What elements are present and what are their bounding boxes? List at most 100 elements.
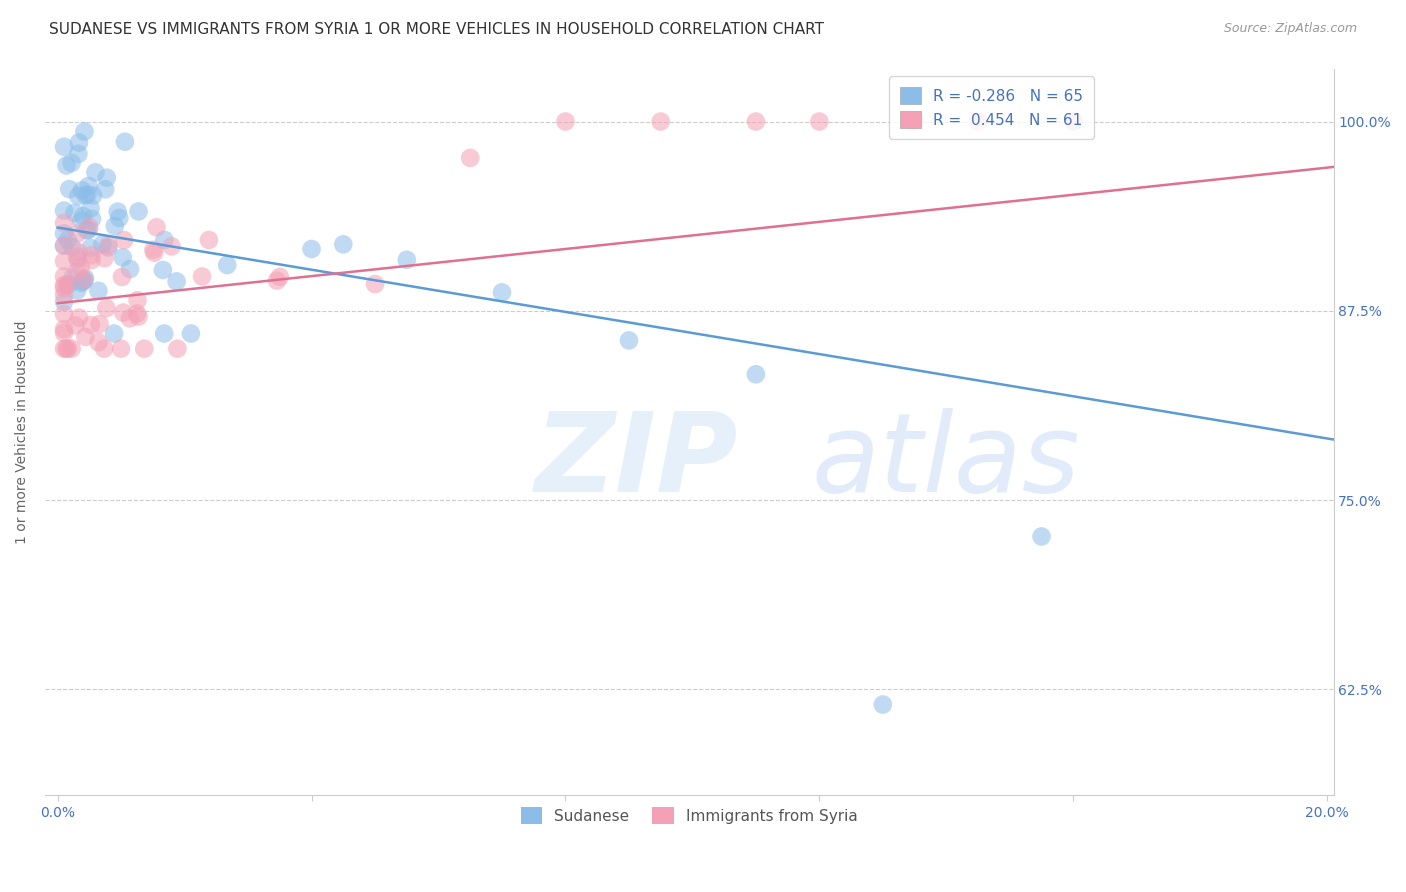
Point — [55, 159, 77, 173]
Point — [745, 114, 768, 128]
Point — [114, 135, 136, 149]
Point — [364, 277, 387, 291]
Point — [395, 252, 418, 267]
Point — [79, 202, 101, 216]
Point — [1031, 529, 1053, 543]
Point — [77, 179, 100, 194]
Point — [128, 310, 150, 324]
Legend: Sudanese, Immigrants from Syria: Sudanese, Immigrants from Syria — [510, 796, 869, 835]
Point — [103, 326, 125, 341]
Text: atlas: atlas — [811, 408, 1080, 515]
Point — [53, 294, 76, 309]
Point — [872, 698, 894, 712]
Point — [60, 156, 83, 170]
Point — [67, 136, 90, 150]
Point — [56, 233, 79, 247]
Point — [53, 326, 76, 340]
Point — [73, 271, 96, 285]
Point — [1062, 114, 1084, 128]
Point — [72, 209, 94, 223]
Point — [79, 241, 101, 255]
Point — [108, 211, 131, 225]
Point — [967, 114, 990, 128]
Point — [80, 211, 103, 226]
Point — [111, 251, 134, 265]
Point — [97, 241, 120, 255]
Point — [332, 237, 354, 252]
Point — [73, 124, 96, 138]
Point — [166, 274, 188, 288]
Point — [66, 227, 89, 241]
Point — [93, 342, 115, 356]
Point — [63, 318, 86, 333]
Point — [53, 269, 76, 284]
Point — [104, 219, 127, 233]
Point — [75, 188, 97, 202]
Point — [91, 237, 114, 252]
Point — [76, 187, 98, 202]
Point — [70, 183, 93, 197]
Point — [53, 278, 76, 293]
Point — [53, 307, 76, 321]
Point — [160, 239, 183, 253]
Point — [153, 326, 176, 341]
Point — [269, 269, 291, 284]
Point — [80, 318, 103, 332]
Point — [73, 273, 96, 287]
Point — [67, 189, 90, 203]
Point — [87, 335, 110, 350]
Point — [617, 334, 640, 348]
Point — [58, 182, 80, 196]
Point — [66, 264, 89, 278]
Point — [112, 233, 135, 247]
Point — [97, 238, 120, 252]
Y-axis label: 1 or more Vehicles in Household: 1 or more Vehicles in Household — [15, 320, 30, 544]
Point — [84, 165, 107, 179]
Point — [66, 250, 89, 264]
Point — [53, 254, 76, 268]
Point — [60, 240, 83, 254]
Point — [650, 114, 672, 128]
Point — [89, 317, 111, 331]
Point — [60, 342, 83, 356]
Point — [70, 276, 93, 290]
Point — [73, 273, 96, 287]
Point — [56, 342, 79, 356]
Point — [72, 274, 94, 288]
Point — [87, 284, 110, 298]
Point — [96, 301, 118, 315]
Point — [63, 206, 86, 220]
Point — [53, 216, 76, 230]
Point — [112, 305, 135, 319]
Point — [145, 220, 167, 235]
Point — [82, 188, 104, 202]
Point — [554, 114, 576, 128]
Point — [80, 248, 103, 262]
Point — [266, 274, 288, 288]
Point — [458, 151, 481, 165]
Text: ZIP: ZIP — [534, 408, 738, 515]
Point — [111, 270, 134, 285]
Point — [53, 322, 76, 336]
Point — [118, 262, 141, 277]
Point — [53, 281, 76, 295]
Point — [62, 270, 84, 285]
Point — [808, 114, 831, 128]
Point — [56, 277, 79, 292]
Point — [67, 245, 90, 260]
Point — [53, 342, 76, 356]
Point — [75, 330, 97, 344]
Point — [301, 242, 323, 256]
Point — [94, 182, 117, 196]
Point — [53, 288, 76, 302]
Point — [69, 260, 91, 275]
Point — [125, 306, 148, 320]
Point — [143, 245, 166, 260]
Point — [67, 146, 90, 161]
Point — [96, 170, 118, 185]
Point — [153, 233, 176, 247]
Point — [491, 285, 513, 300]
Point — [118, 311, 141, 326]
Point — [142, 243, 165, 257]
Point — [152, 263, 174, 277]
